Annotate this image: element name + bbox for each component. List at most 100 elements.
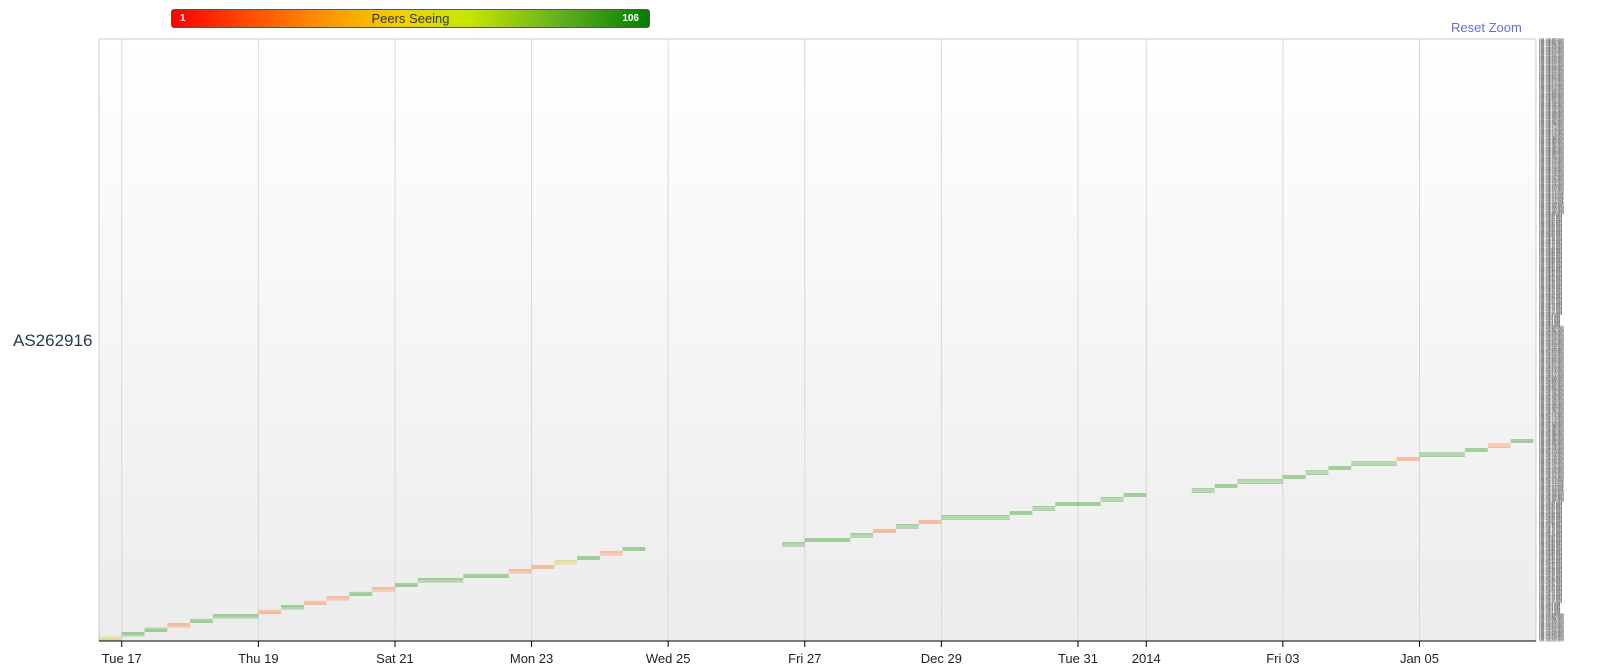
heatmap-block[interactable] [190,618,213,623]
heatmap-block[interactable] [394,582,418,587]
heatmap-block[interactable] [326,596,350,601]
prefix-label: 192.133.255.0/24 [1539,613,1564,617]
prefix-label: 192.134.166.0/24 [1539,425,1564,429]
prefix-label: 192.135.140.0/24 [1539,167,1564,171]
prefix-label: 192.134.73.0/24 [1539,529,1562,533]
heatmap-block[interactable] [895,524,919,529]
prefix-label: 192.135.47.0/24 [1539,271,1562,275]
prefix-label: 192.135.46.0/24 [1539,272,1562,276]
prefix-label: 192.135.24.0/24 [1539,297,1562,301]
heatmap-block[interactable] [349,591,373,596]
prefix-label: 192.134.122.0/24 [1539,474,1564,478]
heatmap-block[interactable] [1282,475,1306,479]
heatmap-block[interactable] [281,605,304,610]
prefix-label: 192.135.13.0/24 [1539,309,1562,313]
prefix-label: 192.135.29.0/24 [1539,291,1562,295]
prefix-label: 192.134.215.0/24 [1539,370,1564,374]
prefix-label: 192.134.160.0/24 [1539,432,1564,436]
heatmap-block[interactable] [1055,502,1101,506]
prefix-label: 192.135.203.0/24 [1539,96,1564,100]
prefix-label: 192.134.110.0/24 [1539,488,1564,492]
prefix-label: 192.135.200.0/24 [1539,99,1564,103]
prefix-label: 192.135.57.0/24 [1539,260,1562,264]
prefix-label: 192.134.225.0/24 [1539,359,1564,363]
heatmap-block[interactable] [212,614,259,619]
prefix-label: 192.135.28.0/24 [1539,293,1562,297]
prefix-label: 192.134.254.0/24 [1539,326,1564,330]
heatmap-block[interactable] [1328,466,1352,470]
prefix-label: 192.134.53.0/24 [1539,552,1562,556]
heatmap-block[interactable] [1487,443,1511,448]
prefix-label: 192.135.40.0/24 [1539,279,1562,283]
prefix-label: 192.134.96.0/24 [1539,504,1562,508]
prefix-label: 192.134.193.0/24 [1539,395,1564,399]
heatmap-block[interactable] [1009,511,1033,515]
prefix-label: 192.135.67.0/24 [1539,249,1562,253]
prefix-label: 192.135.122.0/24 [1539,187,1564,191]
prefix-label: 192.134.60.0/24 [1539,544,1562,548]
heatmap-block[interactable] [463,573,509,578]
heatmap-block[interactable] [1191,488,1215,493]
heatmap-block[interactable] [508,569,532,574]
prefix-label: 192.135.174.0/24 [1539,129,1564,133]
heatmap-block[interactable] [873,529,896,533]
prefix-label: 192.134.253.0/24 [1539,327,1564,331]
heatmap-block[interactable] [1032,506,1056,511]
prefix-label: 192.135.135.0/24 [1539,172,1564,176]
heatmap-block[interactable] [554,560,578,565]
heatmap-block[interactable] [782,542,805,547]
heatmap-block[interactable] [417,578,464,583]
prefix-label: 192.135.187.0/24 [1539,114,1564,118]
heatmap-block[interactable] [1237,479,1283,484]
reset-zoom-button[interactable]: Reset Zoom [1451,20,1522,35]
prefix-label: 192.135.132.0/24 [1539,176,1564,180]
heatmap-block[interactable] [622,547,646,551]
heatmap-block[interactable] [1351,461,1397,466]
prefix-label: 192.135.92.0/24 [1539,221,1562,225]
heatmap-block[interactable] [599,551,623,556]
prefix-label: 192.134.212.0/24 [1539,373,1564,377]
prefix-label: 192.135.148.0/24 [1539,158,1564,162]
prefix-label: 192.135.182.0/24 [1539,120,1564,124]
x-tick-label: Fri 03 [1266,651,1299,666]
heatmap-block[interactable] [167,623,191,628]
prefix-label: 192.134.155.0/24 [1539,437,1564,441]
prefix-label: 192.133.252.0/24 [1539,616,1564,620]
prefix-label: 192.135.241.0/24 [1539,53,1564,57]
prefix-label: 192.135.142.0/24 [1539,164,1564,168]
heatmap-block[interactable] [1305,470,1329,475]
prefix-label: 192.134.168.0/24 [1539,423,1564,427]
prefix-label: 192.134.63.0/24 [1539,541,1562,545]
heatmap-block[interactable] [303,600,327,605]
heatmap-block[interactable] [531,564,555,569]
prefix-label: 192.135.224.0/24 [1539,72,1564,76]
heatmap-block[interactable] [144,627,168,632]
heatmap-block[interactable] [941,515,1010,520]
heatmap-block[interactable] [1214,484,1238,488]
heatmap-block[interactable] [577,555,600,560]
heatmap-block[interactable] [99,636,122,641]
prefix-label: 192.134.11.0/24 [1539,599,1562,603]
prefix-label: 192.135.4.0/24 [1539,319,1560,323]
heatmap-block[interactable] [918,520,942,524]
heatmap-block[interactable] [258,609,282,614]
heatmap-block[interactable] [804,538,851,542]
heatmap-block[interactable] [1100,497,1124,502]
heatmap-block[interactable] [850,533,874,538]
heatmap-block[interactable] [1123,493,1147,497]
heatmap-block[interactable] [1465,448,1488,452]
x-tick-label: Sat 21 [376,651,414,666]
prefix-label: 192.134.85.0/24 [1539,516,1562,520]
prefix-label: 192.135.205.0/24 [1539,94,1564,98]
heatmap-block[interactable] [121,632,145,637]
prefix-label: 192.135.49.0/24 [1539,269,1562,273]
prefix-label: 192.135.126.0/24 [1539,182,1564,186]
prefix-label: 192.135.125.0/24 [1539,184,1564,188]
heatmap-block[interactable] [372,587,395,592]
prefix-label: 192.135.230.0/24 [1539,66,1564,70]
heatmap-block[interactable] [1396,457,1420,461]
prefix-label: 192.135.186.0/24 [1539,115,1564,119]
heatmap-block[interactable] [1510,439,1534,443]
heatmap-block[interactable] [1419,452,1465,457]
